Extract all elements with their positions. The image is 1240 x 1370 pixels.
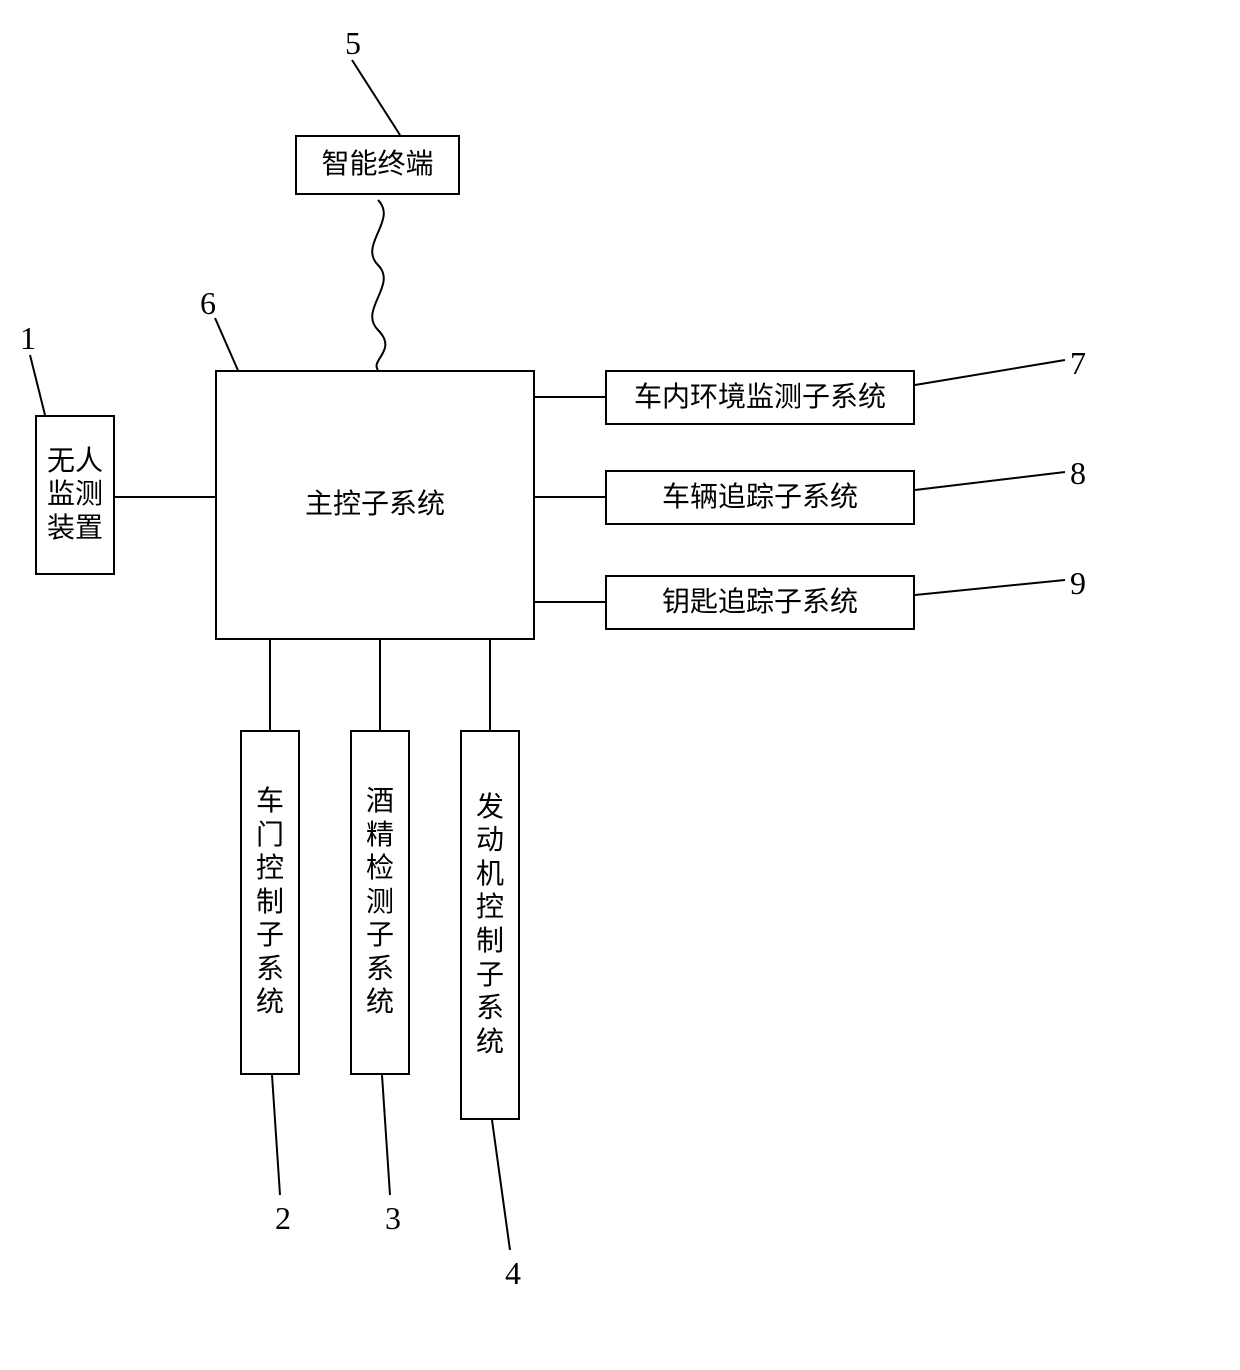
leader-8 [915,472,1065,490]
node-label: 无人监测装置 [47,445,103,546]
leader-6 [215,318,240,375]
node-label: 车内环境监测子系统 [634,381,886,415]
callout-7: 7 [1070,345,1086,382]
callout-6: 6 [200,285,216,322]
diagram-canvas: 无人监测装置 车门控制子系统 酒精检测子系统 发动机控制子系统 智能终端 主控子… [0,0,1240,1370]
node-cabin-environment-subsystem: 车内环境监测子系统 [605,370,915,425]
leader-5 [352,60,400,135]
wireless-link [372,200,385,370]
leader-9 [915,580,1065,595]
node-key-tracking-subsystem: 钥匙追踪子系统 [605,575,915,630]
callout-8: 8 [1070,455,1086,492]
node-vehicle-tracking-subsystem: 车辆追踪子系统 [605,470,915,525]
node-engine-control-subsystem: 发动机控制子系统 [460,730,520,1120]
node-alcohol-detection-subsystem: 酒精检测子系统 [350,730,410,1075]
leader-4 [492,1120,510,1250]
node-label: 主控子系统 [305,488,445,522]
node-main-control-subsystem: 主控子系统 [215,370,535,640]
callout-9: 9 [1070,565,1086,602]
connectors-layer [0,0,1240,1370]
node-door-control-subsystem: 车门控制子系统 [240,730,300,1075]
callout-1: 1 [20,320,36,357]
node-unmanned-monitoring-device: 无人监测装置 [35,415,115,575]
callout-2: 2 [275,1200,291,1237]
leader-7 [915,360,1065,385]
callout-3: 3 [385,1200,401,1237]
leader-1 [30,355,45,415]
callout-4: 4 [505,1255,521,1292]
leader-3 [382,1075,390,1195]
node-label: 车辆追踪子系统 [662,481,858,515]
callout-5: 5 [345,25,361,62]
node-smart-terminal: 智能终端 [295,135,460,195]
node-label: 发动机控制子系统 [476,791,504,1060]
node-label: 钥匙追踪子系统 [662,586,858,620]
node-label: 酒精检测子系统 [366,785,394,1020]
node-label: 智能终端 [321,148,433,182]
node-label: 车门控制子系统 [256,785,284,1020]
leader-2 [272,1075,280,1195]
